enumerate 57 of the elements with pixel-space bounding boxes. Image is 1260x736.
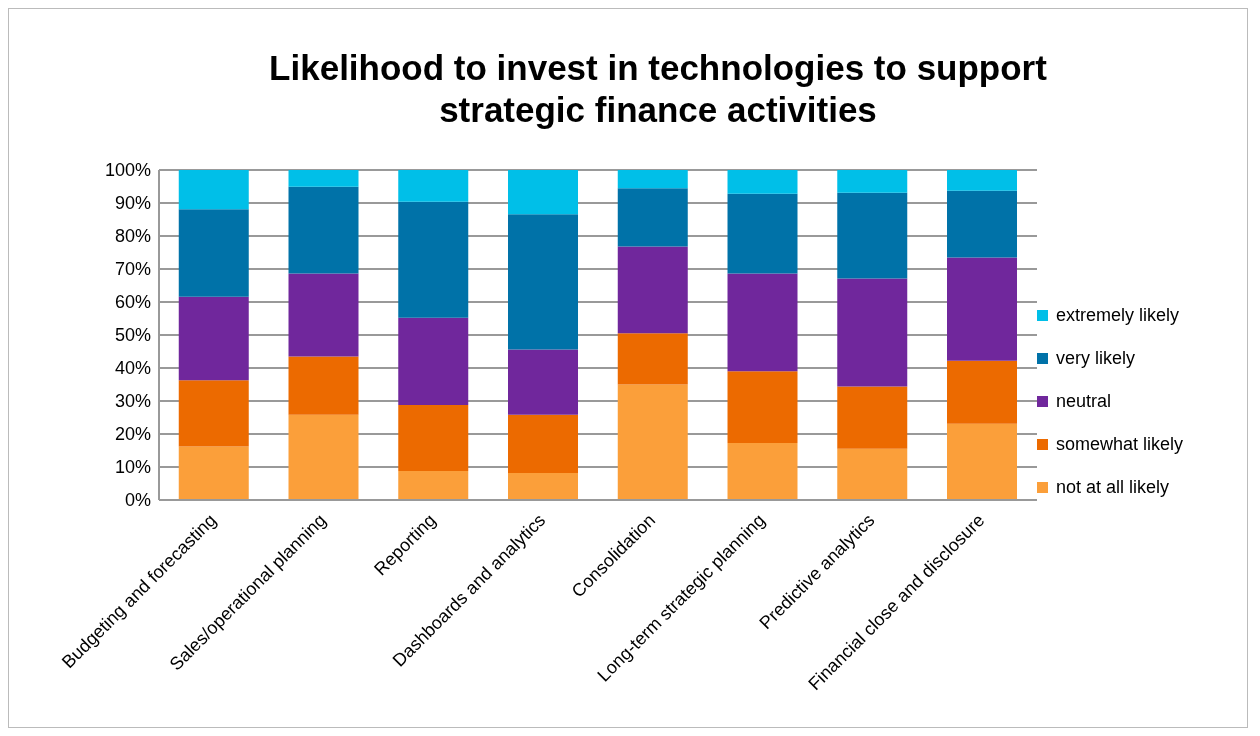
bar bbox=[727, 193, 798, 274]
bar bbox=[288, 356, 359, 415]
bar bbox=[178, 170, 249, 210]
chart-title: Likelihood to invest in technologies to support strategic finance activities bbox=[268, 47, 1048, 131]
bar bbox=[508, 170, 579, 215]
bar bbox=[398, 470, 469, 500]
bar bbox=[288, 186, 359, 274]
legend-label: not at all likely bbox=[1056, 477, 1170, 498]
bar bbox=[178, 296, 249, 381]
legend-label: very likely bbox=[1056, 348, 1136, 369]
bar bbox=[947, 170, 1018, 191]
bar bbox=[947, 360, 1018, 424]
bar bbox=[837, 448, 908, 500]
bar bbox=[617, 384, 688, 500]
bar bbox=[947, 257, 1018, 361]
bar bbox=[947, 190, 1018, 258]
bar bbox=[178, 380, 249, 447]
bar bbox=[508, 472, 579, 500]
bar bbox=[398, 404, 469, 471]
bar bbox=[617, 188, 688, 247]
y-tick-label: 60% bbox=[114, 292, 151, 313]
legend-label: neutral bbox=[1056, 391, 1112, 412]
y-tick-label: 80% bbox=[114, 226, 151, 247]
y-tick-label: 30% bbox=[114, 391, 151, 412]
y-tick-label: 70% bbox=[114, 259, 151, 280]
bar bbox=[727, 371, 798, 443]
bar bbox=[727, 273, 798, 372]
bar bbox=[508, 349, 579, 415]
bar bbox=[617, 170, 688, 189]
bar bbox=[837, 278, 908, 387]
bar bbox=[617, 246, 688, 334]
bar bbox=[837, 386, 908, 449]
bar bbox=[288, 170, 359, 187]
bar bbox=[947, 423, 1018, 500]
y-tick-label: 0% bbox=[124, 490, 151, 511]
bar bbox=[398, 170, 469, 202]
bar bbox=[398, 317, 469, 405]
bar bbox=[288, 414, 359, 500]
bar bbox=[727, 442, 798, 500]
bar bbox=[727, 170, 798, 194]
bar bbox=[288, 273, 359, 357]
bar bbox=[508, 214, 579, 350]
legend-label: extremely likely bbox=[1056, 305, 1180, 326]
bar bbox=[508, 414, 579, 473]
legend-label: somewhat likely bbox=[1056, 434, 1184, 455]
bar bbox=[837, 170, 908, 193]
bar bbox=[617, 333, 688, 385]
bar bbox=[178, 446, 249, 500]
y-tick-label: 10% bbox=[114, 457, 151, 478]
y-tick-label: 40% bbox=[114, 358, 151, 379]
y-tick-label: 90% bbox=[114, 193, 151, 214]
y-tick-label: 100% bbox=[104, 160, 151, 181]
y-tick-label: 50% bbox=[114, 325, 151, 346]
bar bbox=[398, 201, 469, 318]
bar bbox=[837, 192, 908, 279]
y-tick-label: 20% bbox=[114, 424, 151, 445]
bar bbox=[178, 209, 249, 297]
